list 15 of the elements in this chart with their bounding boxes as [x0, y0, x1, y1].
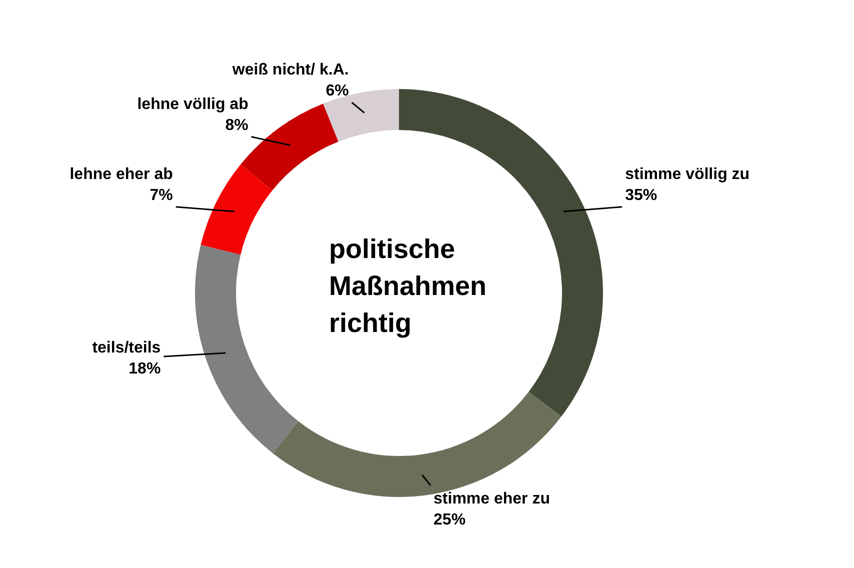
slice-label: stimme eher zu	[434, 490, 550, 508]
data-label: 25%	[434, 511, 466, 528]
slice-label: teils/teils	[92, 339, 161, 356]
donut-slice	[195, 244, 298, 454]
data-label: 8%	[225, 116, 248, 134]
data-label: 35%	[625, 186, 658, 204]
slice-label: weiß nicht/ k.A.	[231, 62, 349, 79]
slice-label: lehne völlig ab	[137, 96, 249, 113]
data-label: 7%	[150, 186, 173, 204]
slice-label: lehne eher ab	[70, 166, 174, 183]
data-label: 6%	[326, 82, 349, 100]
text: politische Maßnahmen richtig	[329, 233, 488, 340]
donut-slice	[200, 164, 272, 255]
data-label: 18%	[128, 360, 161, 378]
slice-label: stimme völlig zu	[625, 166, 750, 183]
